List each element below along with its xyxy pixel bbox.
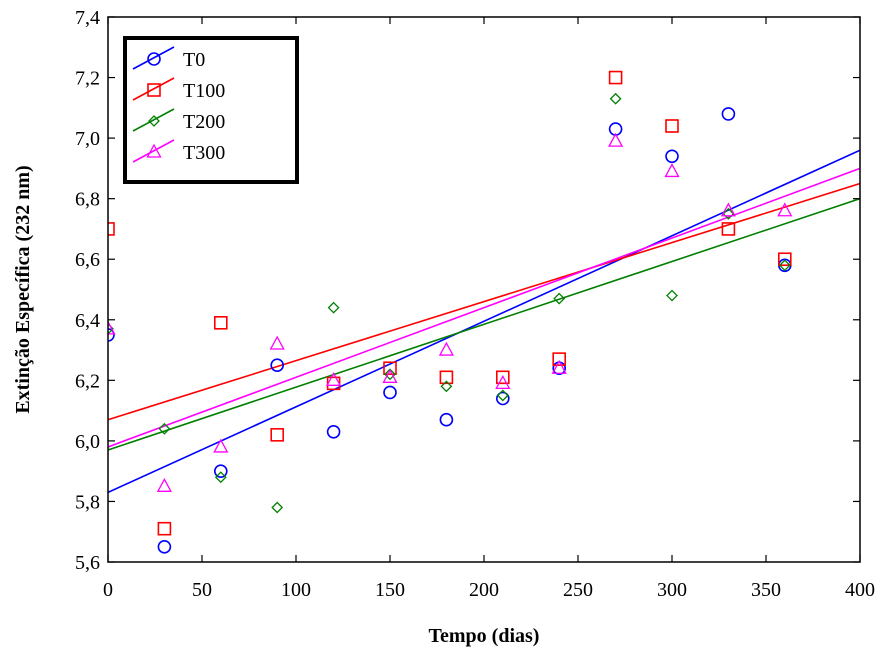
point-t200 — [384, 368, 396, 381]
series-t200 — [108, 92, 791, 514]
point-t0 — [326, 425, 341, 439]
point-t300 — [438, 341, 454, 356]
point-t0 — [721, 107, 736, 121]
point-t100 — [552, 352, 567, 366]
point-t100 — [777, 252, 792, 267]
point-t0 — [108, 328, 115, 342]
point-t100 — [439, 370, 454, 385]
point-t0 — [270, 358, 285, 372]
y-tick-label: 7,4 — [75, 7, 100, 29]
legend-line-t300 — [132, 139, 175, 163]
point-t100 — [383, 361, 397, 376]
point-t300 — [664, 163, 680, 178]
y-tick-label: 6,4 — [75, 310, 100, 332]
data-markers — [108, 70, 793, 554]
legend-item-t0: T0 — [132, 46, 205, 71]
legend-marker-t200 — [148, 115, 160, 127]
point-t100 — [608, 70, 623, 85]
x-tick-label: 400 — [845, 579, 875, 601]
y-tick-label: 5,6 — [75, 552, 100, 574]
x-tick-label: 100 — [281, 579, 311, 601]
point-t200 — [271, 501, 284, 514]
x-tick-label: 0 — [103, 579, 113, 601]
point-t100 — [214, 316, 228, 330]
legend-item-t200: T200 — [132, 108, 225, 133]
point-t100 — [721, 222, 736, 236]
point-t300 — [269, 335, 285, 350]
point-t200 — [553, 292, 566, 305]
point-t200 — [496, 389, 509, 402]
legend-marker-t100 — [147, 83, 161, 97]
point-t200 — [609, 92, 622, 105]
legend: T0 T100 T200 T300 — [123, 36, 299, 184]
y-axis-title: Extinção Específica (232 nm) — [12, 165, 34, 413]
point-t300 — [156, 477, 172, 492]
point-t200 — [778, 259, 791, 272]
point-t0 — [495, 391, 510, 406]
point-t300 — [326, 371, 342, 386]
fit-line-t200 — [108, 197, 860, 451]
x-tick-label: 200 — [469, 579, 499, 601]
point-t0 — [214, 464, 228, 478]
legend-line-t0 — [132, 46, 175, 70]
series-t100 — [108, 70, 792, 536]
x-tick-label: 50 — [192, 579, 212, 601]
point-t100 — [665, 119, 679, 133]
point-t100 — [108, 222, 115, 236]
y-tick-label: 6,0 — [75, 431, 100, 453]
legend-line-t100 — [132, 77, 175, 101]
legend-item-t300: T300 — [132, 139, 225, 164]
legend-label-t0: T0 — [183, 49, 205, 71]
point-t200 — [158, 422, 171, 435]
legend-item-t100: T100 — [132, 77, 225, 102]
series-t0 — [108, 107, 792, 554]
point-t100 — [270, 428, 285, 442]
legend-box — [123, 36, 299, 184]
fit-line-t0 — [108, 149, 860, 494]
point-t300 — [108, 320, 116, 335]
point-t300 — [495, 374, 511, 390]
point-t300 — [551, 359, 567, 374]
y-tick-label: 7,0 — [75, 128, 100, 150]
y-axis: 5,6 5,8 6,0 6,2 6,4 6,6 6,8 7,0 7,2 7,4 — [75, 7, 860, 574]
series-t300 — [108, 132, 793, 492]
point-t100 — [157, 521, 172, 536]
y-tick-label: 5,8 — [75, 491, 100, 513]
legend-label-t300: T300 — [183, 142, 225, 164]
point-t0 — [383, 385, 397, 400]
point-t0 — [439, 412, 454, 427]
point-t300 — [777, 202, 793, 217]
point-t0 — [157, 540, 172, 554]
legend-marker-t0 — [147, 52, 161, 66]
point-t300 — [213, 438, 229, 453]
x-axis: 0 50 100 150 200 250 300 350 400 — [103, 17, 875, 601]
legend-label-t100: T100 — [183, 80, 225, 102]
x-tick-label: 150 — [375, 579, 405, 601]
point-t200 — [440, 380, 453, 393]
point-t300 — [608, 132, 624, 147]
fit-line-t100 — [108, 182, 860, 421]
fit-line-t300 — [108, 167, 860, 448]
point-t200 — [722, 207, 735, 220]
x-tick-label: 300 — [657, 579, 687, 601]
x-axis-title: Tempo (dias) — [429, 625, 540, 647]
y-tick-label: 7,2 — [75, 68, 100, 90]
legend-marker-t300 — [146, 143, 162, 158]
x-tick-label: 250 — [563, 579, 593, 601]
legend-label-t200: T200 — [183, 111, 225, 133]
point-t300 — [720, 202, 736, 217]
legend-line-t200 — [132, 108, 175, 132]
y-tick-label: 6,2 — [75, 370, 100, 392]
point-t100 — [495, 370, 510, 385]
y-tick-label: 6,8 — [75, 189, 100, 211]
point-t200 — [666, 289, 678, 302]
y-tick-label: 6,6 — [75, 249, 100, 271]
point-t0 — [665, 149, 679, 164]
point-t200 — [327, 301, 340, 314]
x-tick-label: 350 — [751, 579, 781, 601]
point-t300 — [382, 368, 398, 383]
point-t200 — [214, 471, 227, 484]
